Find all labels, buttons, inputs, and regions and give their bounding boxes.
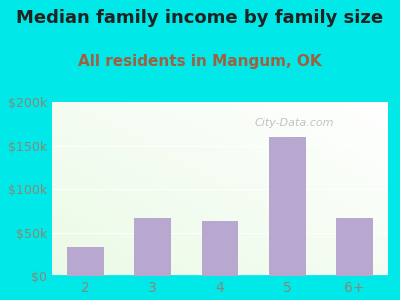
Bar <box>269 137 306 276</box>
Text: Median family income by family size: Median family income by family size <box>16 9 384 27</box>
Text: All residents in Mangum, OK: All residents in Mangum, OK <box>78 54 322 69</box>
Bar <box>134 218 171 276</box>
Bar <box>67 247 104 276</box>
Bar <box>336 218 373 276</box>
Text: City-Data.com: City-Data.com <box>254 118 334 128</box>
Bar <box>202 221 238 276</box>
